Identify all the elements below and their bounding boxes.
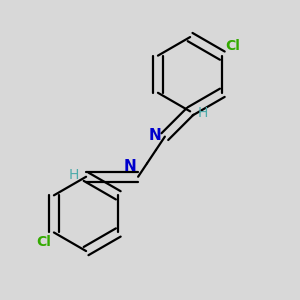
Text: N: N — [148, 128, 161, 142]
Text: Cl: Cl — [36, 236, 51, 250]
Text: H: H — [198, 106, 208, 120]
Text: N: N — [124, 159, 136, 174]
Text: Cl: Cl — [225, 39, 240, 53]
Text: H: H — [68, 168, 79, 182]
